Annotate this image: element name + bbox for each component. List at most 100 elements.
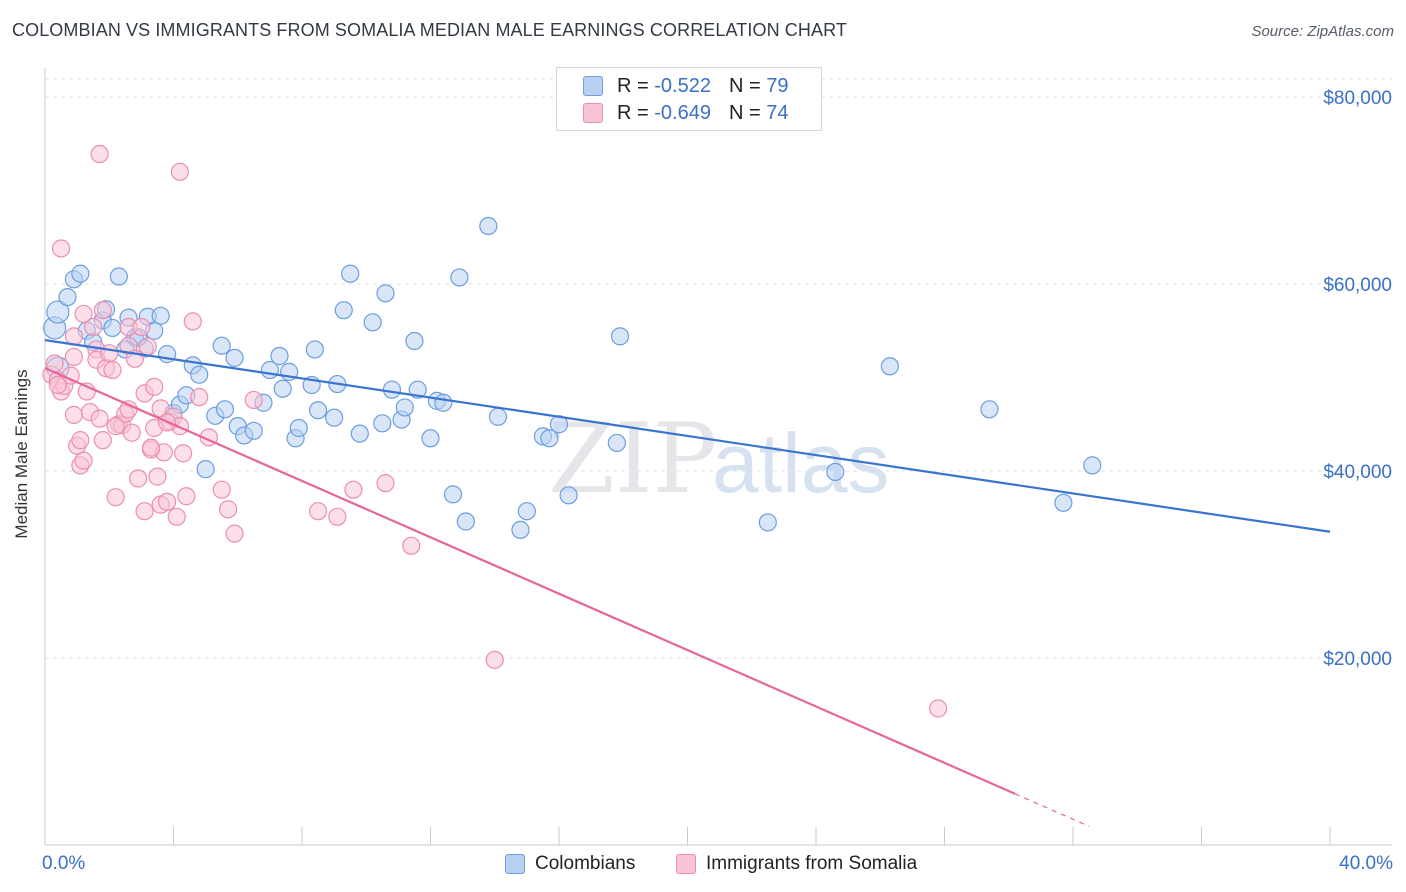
colombians-point xyxy=(383,381,400,398)
n-value-colombians: 79 xyxy=(766,75,788,98)
somalia-point xyxy=(104,362,121,379)
somalia-point xyxy=(345,481,362,498)
y-tick-label: $60,000 xyxy=(1323,275,1392,296)
somalia-point xyxy=(213,481,230,498)
somalia-point xyxy=(107,489,124,506)
somalia-point xyxy=(139,338,156,355)
y-tick-label: $40,000 xyxy=(1323,462,1392,483)
somalia-point xyxy=(72,432,89,449)
colombians-point xyxy=(608,434,625,451)
colombians-point xyxy=(981,401,998,418)
colombians-point xyxy=(110,268,127,285)
somalia-point xyxy=(930,700,947,717)
somalia-point xyxy=(175,445,192,462)
colombians-point xyxy=(827,463,844,480)
x-tick-label-max: 40.0% xyxy=(1339,853,1393,874)
somalia-point xyxy=(178,488,195,505)
colombians-point xyxy=(72,265,89,282)
bottom-legend-colombians[interactable]: Colombians xyxy=(505,851,635,877)
colombians-point xyxy=(104,319,121,336)
colombians-point xyxy=(306,341,323,358)
somalia-point xyxy=(220,501,237,518)
colombians-point xyxy=(364,314,381,331)
legend-row-somalia: R = -0.649 N = 74 xyxy=(583,100,788,126)
colombians-point xyxy=(457,513,474,530)
somalia-point xyxy=(149,468,166,485)
colombians-point xyxy=(489,408,506,425)
bottom-legend-swatch-colombians xyxy=(505,854,525,874)
somalia-point xyxy=(133,319,150,336)
bottom-legend-label-colombians: Colombians xyxy=(535,853,635,875)
scatter-plot: ZIP atlas $20,000$40,000$60,000$80,000 0… xyxy=(0,0,1406,892)
colombians-point xyxy=(310,402,327,419)
somalia-point xyxy=(168,508,185,525)
somalia-point xyxy=(49,376,66,393)
colombians-point xyxy=(326,409,343,426)
r-label: R = xyxy=(617,75,649,98)
colombians-point xyxy=(274,380,291,397)
colombians-point xyxy=(290,419,307,436)
colombians-point xyxy=(480,218,497,235)
somalia-point xyxy=(130,470,147,487)
colombians-point xyxy=(406,333,423,350)
somalia-point xyxy=(107,418,124,435)
somalia-point xyxy=(171,163,188,180)
colombians-point xyxy=(377,285,394,302)
colombians-point xyxy=(560,487,577,504)
somalia-point xyxy=(184,313,201,330)
stats-legend: R = -0.522 N = 79 R = -0.649 N = 74 xyxy=(556,67,822,131)
somalia-point xyxy=(123,424,140,441)
y-tick-labels: $20,000 $40,000 $60,000 $80,000 xyxy=(1323,88,1392,670)
gridlines xyxy=(45,79,1392,658)
somalia-point xyxy=(101,345,118,362)
colombians-point xyxy=(213,337,230,354)
somalia-point xyxy=(65,328,82,345)
colombians-point xyxy=(1084,457,1101,474)
somalia-point xyxy=(486,651,503,668)
somalia-point xyxy=(310,503,327,520)
colombians-point xyxy=(335,302,352,319)
somalia-point xyxy=(245,391,262,408)
colombians-point xyxy=(245,422,262,439)
legend-swatch-colombians xyxy=(583,76,603,96)
somalia-point xyxy=(53,240,70,257)
colombians-point xyxy=(152,307,169,324)
somalia-point xyxy=(91,146,108,163)
legend-swatch-somalia xyxy=(583,103,603,123)
colombians-point xyxy=(351,425,368,442)
colombians-point xyxy=(512,521,529,538)
colombians-point xyxy=(197,461,214,478)
legend-row-colombians: R = -0.522 N = 79 xyxy=(583,73,788,99)
somalia-point xyxy=(94,302,111,319)
colombians-point xyxy=(271,347,288,364)
somalia-point xyxy=(403,537,420,554)
somalia-point xyxy=(65,348,82,365)
colombians-point xyxy=(396,399,413,416)
colombians-point xyxy=(435,394,452,411)
somalia-point xyxy=(329,508,346,525)
colombians-point xyxy=(1055,494,1072,511)
r-label: R = xyxy=(617,102,649,125)
n-label: N = xyxy=(729,102,761,125)
colombians-point xyxy=(881,358,898,375)
colombians-point xyxy=(451,269,468,286)
colombians-point xyxy=(59,289,76,306)
somalia-point xyxy=(75,305,92,322)
somalia-point xyxy=(143,439,160,456)
n-value-somalia: 74 xyxy=(766,102,788,125)
somalia-point xyxy=(191,389,208,406)
colombians-point xyxy=(374,415,391,432)
colombians-point xyxy=(191,366,208,383)
somalia-point xyxy=(226,525,243,542)
y-tick-label: $80,000 xyxy=(1323,88,1392,109)
colombians-point xyxy=(342,265,359,282)
somalia-point xyxy=(75,452,92,469)
colombians-point xyxy=(422,430,439,447)
bottom-legend-label-somalia: Immigrants from Somalia xyxy=(706,853,917,875)
bottom-legend-somalia[interactable]: Immigrants from Somalia xyxy=(676,851,917,877)
y-tick-label: $20,000 xyxy=(1323,649,1392,670)
colombians-point xyxy=(612,328,629,345)
somalia-point xyxy=(146,378,163,395)
bottom-legend-swatch-somalia xyxy=(676,854,696,874)
somalia-point xyxy=(377,475,394,492)
